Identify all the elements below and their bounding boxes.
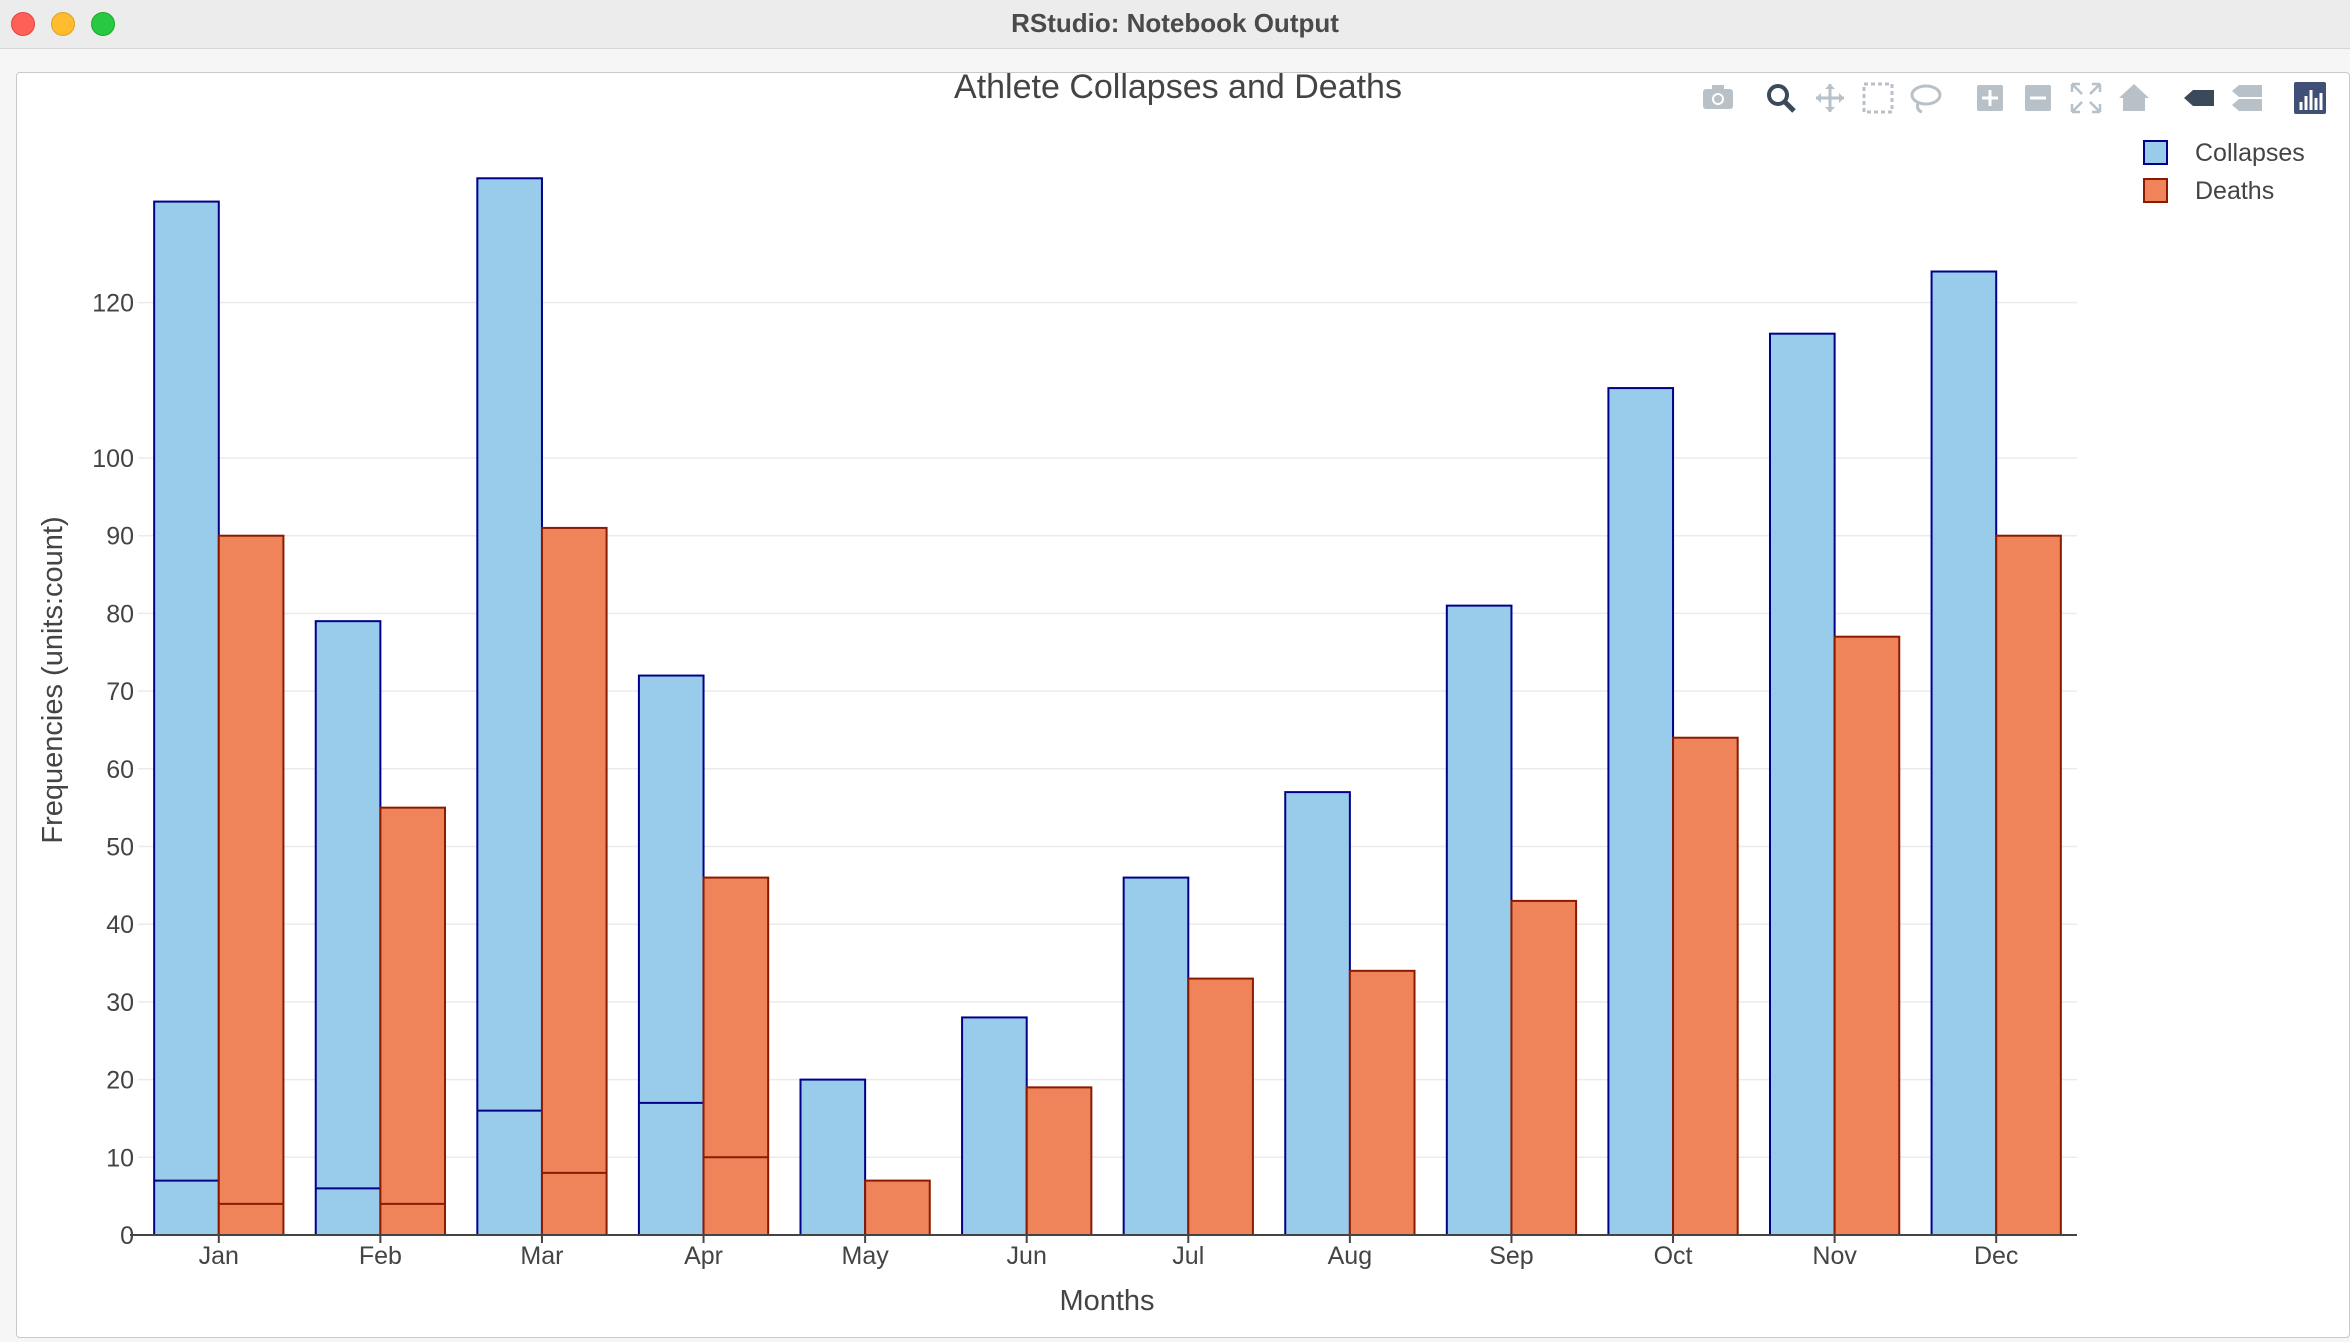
bar-collapses-may[interactable] xyxy=(799,1078,867,1236)
x-tick-label: Mar xyxy=(520,1242,563,1270)
y-tick-label: 90 xyxy=(106,523,134,551)
y-tick-label: 50 xyxy=(106,834,134,862)
pan-icon[interactable] xyxy=(1816,84,1844,112)
x-tick-label: Aug xyxy=(1328,1242,1372,1270)
legend-label-deaths[interactable]: Deaths xyxy=(2195,177,2274,205)
y-tick-label: 120 xyxy=(92,290,134,318)
bar-collapses-nov[interactable] xyxy=(1768,332,1836,1236)
y-tick-label: 80 xyxy=(106,600,134,628)
legend-swatch-collapses[interactable] xyxy=(2143,140,2168,165)
x-tick-label: Dec xyxy=(1974,1242,2018,1270)
y-axis-label: Frequencies (units:count) xyxy=(37,516,69,843)
y-tick-label: 30 xyxy=(106,989,134,1017)
chart-title: Athlete Collapses and Deaths xyxy=(954,68,1402,106)
bar-collapses-jan[interactable] xyxy=(153,200,220,1237)
x-tick-label: Jul xyxy=(1172,1242,1204,1270)
legend-swatch-deaths[interactable] xyxy=(2143,178,2168,203)
y-tick-label: 0 xyxy=(120,1222,134,1250)
y-tick-label: 10 xyxy=(106,1144,134,1172)
reset-axes-icon[interactable] xyxy=(2119,84,2149,111)
zoom-icon[interactable] xyxy=(1767,84,1796,113)
bar-deaths-dec[interactable] xyxy=(1995,534,2062,1236)
legend-label-collapses[interactable]: Collapses xyxy=(2195,139,2305,167)
plotly-logo-icon[interactable] xyxy=(2294,82,2326,114)
bar-deaths-feb[interactable] xyxy=(379,806,447,1237)
bar-deaths-jan[interactable] xyxy=(217,534,285,1236)
close-window-button[interactable] xyxy=(11,12,35,36)
x-tick-label: Oct xyxy=(1654,1242,1693,1270)
gridlines xyxy=(138,301,2077,1159)
bar-deaths-mar[interactable] xyxy=(540,526,608,1236)
bar-deaths-nov[interactable] xyxy=(1833,635,1901,1236)
hover-compare-icon[interactable] xyxy=(2232,85,2262,111)
camera-icon[interactable] xyxy=(1703,85,1733,109)
bar-deaths-oct[interactable] xyxy=(1672,736,1739,1236)
zoom-in-icon[interactable] xyxy=(1977,85,2003,111)
bar-deaths-sep[interactable] xyxy=(1510,899,1578,1236)
bar-collapses-mar[interactable] xyxy=(476,177,543,1236)
axes: 0 10 20 30 40 50 60 70 80 90 100 120 Jan Feb Mar Apr May… xyxy=(92,290,2077,1270)
bar-collapses-aug[interactable] xyxy=(1284,791,1351,1236)
bar-collapses-jun[interactable] xyxy=(961,1016,1028,1236)
bar-collapses-feb[interactable] xyxy=(314,620,382,1236)
y-tick-label: 60 xyxy=(106,756,134,784)
bar-collapses-oct[interactable] xyxy=(1607,387,1675,1236)
x-tick-label: Sep xyxy=(1489,1242,1533,1270)
zoom-out-icon[interactable] xyxy=(2025,85,2051,111)
x-axis-label: Months xyxy=(1059,1285,1154,1317)
bar-collapses-dec[interactable] xyxy=(1930,270,1998,1236)
x-tick-label: Feb xyxy=(359,1242,402,1270)
autoscale-icon[interactable] xyxy=(2070,82,2102,114)
x-tick-label: Jun xyxy=(1007,1242,1047,1270)
hover-closest-icon[interactable] xyxy=(2184,90,2214,106)
bar-deaths-may[interactable] xyxy=(864,1179,931,1236)
y-tick-label: 70 xyxy=(106,678,134,706)
y-tick-label: 40 xyxy=(106,911,134,939)
bar-deaths-apr[interactable] xyxy=(702,876,770,1237)
bar-collapses-jul[interactable] xyxy=(1122,876,1190,1237)
x-tick-label: Nov xyxy=(1812,1242,1857,1270)
plotly-modebar[interactable] xyxy=(1703,82,2326,114)
lasso-select-icon[interactable] xyxy=(1910,84,1942,114)
bar-collapses-sep[interactable] xyxy=(1445,604,1513,1236)
maximize-window-button[interactable] xyxy=(91,12,115,36)
window-title: RStudio: Notebook Output xyxy=(1011,8,1339,38)
minimize-window-button[interactable] xyxy=(51,12,75,36)
x-tick-label: Jan xyxy=(199,1242,239,1270)
legend[interactable]: Collapses Deaths xyxy=(2143,139,2305,205)
bars[interactable] xyxy=(153,177,2062,1237)
bar-deaths-aug[interactable] xyxy=(1348,969,1416,1236)
x-tick-label: May xyxy=(842,1242,890,1270)
box-select-icon[interactable] xyxy=(1862,82,1894,114)
x-tick-label: Apr xyxy=(684,1242,723,1270)
bar-deaths-jul[interactable] xyxy=(1187,977,1254,1237)
y-tick-label: 20 xyxy=(106,1067,134,1095)
bar-deaths-jun[interactable] xyxy=(1025,1086,1093,1236)
title-bar: RStudio: Notebook Output xyxy=(0,0,2350,49)
bar-collapses-apr[interactable] xyxy=(637,674,705,1236)
y-tick-label: 100 xyxy=(92,445,134,473)
